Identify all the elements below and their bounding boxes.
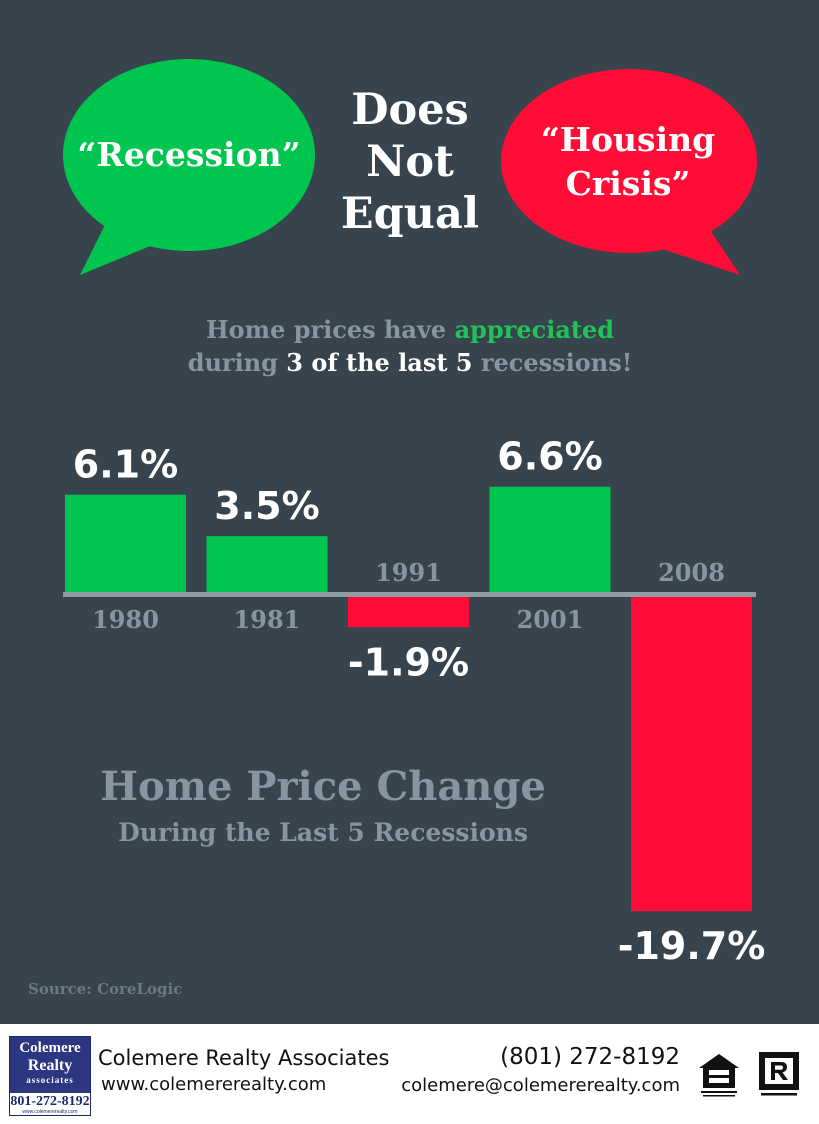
speech-bubble-red [501,69,757,275]
recession-label: “Recession” [77,135,301,174]
chart-title: Home Price Change [100,763,546,810]
center-word: Does [351,85,469,135]
category-label-1980: 1980 [92,605,159,634]
speech-bubble-green [63,59,315,275]
bar-1991 [348,597,469,628]
chart-subtitle: During the Last 5 Recessions [118,818,528,847]
logo-text: Colemere [19,1040,81,1056]
housing-crisis-line2: Crisis” [565,164,691,203]
subtitle-text: Home prices have [205,315,455,344]
equal-housing-opportunity-icon [699,1054,739,1097]
logo-text: associates [26,1075,74,1085]
source-note: Source: CoreLogic [28,980,183,998]
company-name: Colemere Realty Associates [98,1046,390,1070]
bar-2008 [631,597,752,912]
subtitle: Home prices have appreciated during 3 of… [60,313,760,379]
category-label-2008: 2008 [658,558,725,587]
infographic: “Recession” “Housing Crisis” Does Not Eq… [0,0,819,1024]
subtitle-line2: during 3 of the last 5 recessions! [60,346,760,379]
subtitle-highlight-appreciated: appreciated [454,315,615,344]
website-link[interactable]: www.colemererealty.com [101,1074,327,1095]
data-label-1980: 6.1% [73,443,178,487]
subtitle-text: recessions! [472,348,633,377]
subtitle-line1: Home prices have appreciated [60,313,760,346]
data-label-2001: 6.6% [497,435,602,479]
housing-crisis-label: “Housing Crisis” [503,118,753,206]
data-label-1981: 3.5% [214,484,319,528]
housing-crisis-line1: “Housing [540,120,716,159]
category-label-1981: 1981 [234,605,301,634]
center-word: Not [366,137,454,187]
logo-url: www.colemererealty.com [22,1109,78,1115]
company-logo[interactable]: Colemere Realty associates 801-272-8192 … [9,1036,91,1116]
phone-number[interactable]: (801) 272-8192 [500,1044,680,1070]
data-label-1991: -1.9% [348,640,469,684]
speech-bubbles [63,59,757,275]
category-label-2001: 2001 [517,605,584,634]
subtitle-text: during [187,348,287,377]
bar-2001 [489,486,611,592]
data-label-2008: -19.7% [618,924,766,968]
subtitle-highlight-count: 3 of the last 5 [286,348,473,377]
bar-chart: 6.1% 1980 3.5% 1981 -1.9% 1991 6.6% 2001 -19.7% 2… [63,435,766,968]
bar-1981 [206,536,328,592]
logo-text: Realty [27,1057,73,1074]
footer: Colemere Realty associates 801-272-8192 … [0,1024,819,1124]
does-not-equal-text: Does Not Equal [322,84,498,240]
center-word: Equal [340,189,480,239]
logo-badge: Colemere Realty associates [10,1037,90,1093]
realtor-icon [759,1052,799,1096]
bar-1980 [65,494,186,592]
logo-phone: 801-272-8192 [10,1094,90,1109]
chart-baseline [63,592,756,597]
email-link[interactable]: colemere@colemererealty.com [401,1075,680,1096]
category-label-1991: 1991 [375,558,442,587]
